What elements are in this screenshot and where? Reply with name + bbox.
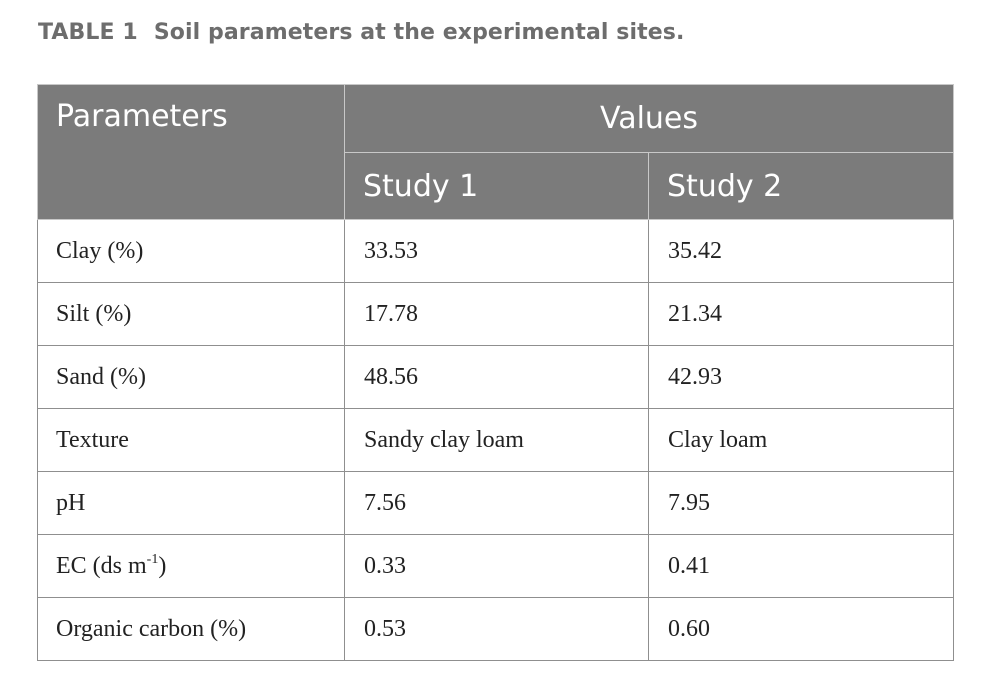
parameter-cell: Sand (%) xyxy=(37,345,345,409)
parameter-superscript: -1 xyxy=(146,552,159,567)
table-row: Silt (%) 17.78 21.34 xyxy=(37,282,955,346)
parameter-text: EC (ds m xyxy=(56,553,147,579)
study2-cell: 0.41 xyxy=(647,534,955,598)
parameter-cell: Clay (%) xyxy=(37,219,345,283)
study1-cell: 7.56 xyxy=(344,471,649,535)
parameter-suffix: ) xyxy=(158,553,167,579)
table-row: EC (ds m-1) 0.33 0.41 xyxy=(37,534,955,598)
table-row: Organic carbon (%) 0.53 0.60 xyxy=(37,597,955,661)
study2-cell: 7.95 xyxy=(647,471,955,535)
study2-cell: 0.60 xyxy=(647,597,955,661)
table-title: Soil parameters at the experimental site… xyxy=(153,20,685,45)
study2-cell: 21.34 xyxy=(647,282,955,346)
header-row-studies: Study 1 Study 2 xyxy=(38,152,955,220)
study1-cell: 33.53 xyxy=(344,219,649,283)
table-row: Texture Sandy clay loam Clay loam xyxy=(37,408,955,472)
header-study-2: Study 2 xyxy=(647,152,955,220)
table-row: Clay (%) 33.53 35.42 xyxy=(37,219,955,283)
parameter-cell: Organic carbon (%) xyxy=(37,597,345,661)
table-label: TABLE 1 xyxy=(38,20,138,45)
header-parameters: Parameters xyxy=(37,84,345,220)
study1-cell: 48.56 xyxy=(344,345,649,409)
study1-cell: Sandy clay loam xyxy=(344,408,649,472)
parameter-cell: Texture xyxy=(37,408,345,472)
table-row: pH 7.56 7.95 xyxy=(37,471,955,535)
study1-cell: 17.78 xyxy=(344,282,649,346)
parameter-cell: pH xyxy=(37,471,345,535)
parameter-cell: Silt (%) xyxy=(37,282,345,346)
table-caption: TABLE 1 Soil parameters at the experiment… xyxy=(38,20,684,45)
header-study-1: Study 1 xyxy=(344,152,649,220)
header-row-top: Parameters Values xyxy=(37,84,955,220)
study2-cell: 35.42 xyxy=(647,219,955,283)
header-values: Values xyxy=(343,84,955,153)
soil-parameters-table: Parameters Values Study 1 Study 2 Clay (… xyxy=(37,84,955,661)
table-row: Sand (%) 48.56 42.93 xyxy=(37,345,955,409)
parameter-cell: EC (ds m-1) xyxy=(37,534,345,598)
study2-cell: 42.93 xyxy=(647,345,955,409)
study2-cell: Clay loam xyxy=(647,408,955,472)
study1-cell: 0.33 xyxy=(344,534,649,598)
study1-cell: 0.53 xyxy=(344,597,649,661)
